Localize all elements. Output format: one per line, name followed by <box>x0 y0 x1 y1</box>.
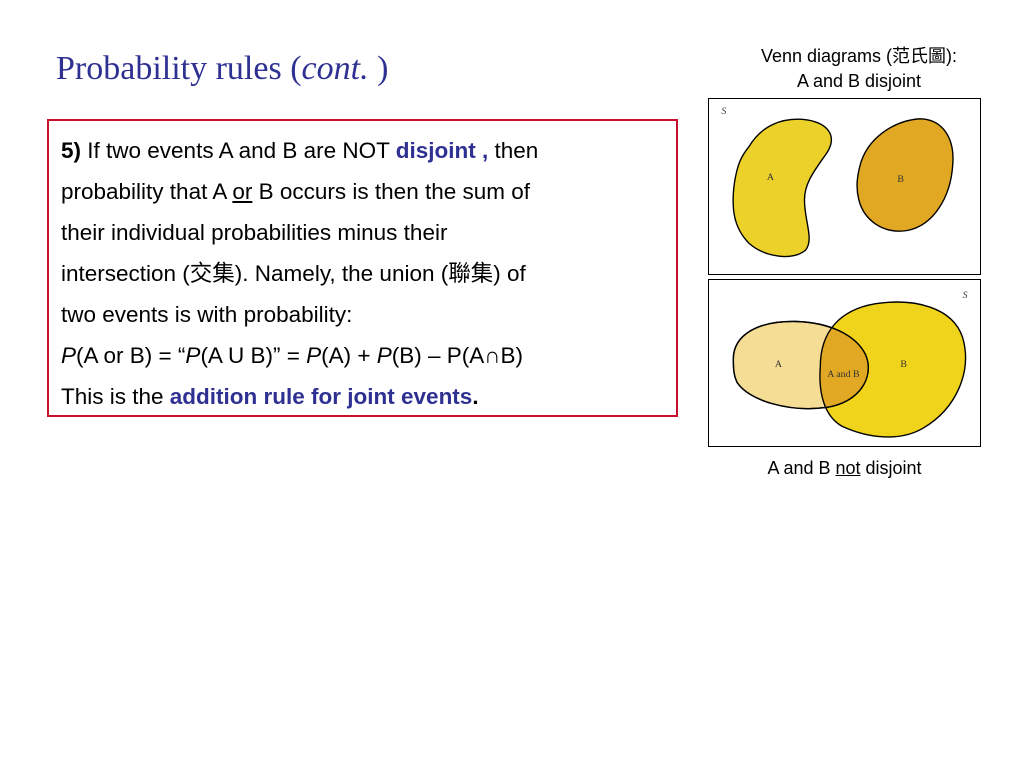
title-italic: cont. <box>301 50 369 87</box>
rule-box: 5) If two events A and B are NOT disjoin… <box>47 119 678 417</box>
formula: P(A or B) = “P(A U B)” = P(A) + P(B) – P… <box>61 335 664 376</box>
formula-p2: P <box>185 343 201 368</box>
rule-line1-pre: If two events A and B are NOT <box>81 138 396 163</box>
venn-caption-line2: A and B disjoint <box>796 71 922 91</box>
sample-space-label-2: S <box>963 290 968 301</box>
caption-bottom-pre: A and B <box>767 458 836 478</box>
rule-line-1: 5) If two events A and B are NOT disjoin… <box>61 130 664 171</box>
rule-line2-post: B occurs is then the sum of <box>252 179 531 204</box>
intersection-outline-a <box>732 320 869 410</box>
rule-line-2: probability that A or B occurs is then t… <box>61 171 664 212</box>
venn-overlap-diagram: S A B A and B <box>732 290 968 438</box>
formula-t4: (B) – P(A∩B) <box>391 343 523 368</box>
rule-line-5: two events is with probability: <box>61 302 353 327</box>
caption-bottom-post: disjoint <box>860 458 922 478</box>
venn-caption-top: Venn diagrams (范氏圖): A and B disjoint <box>708 44 1010 94</box>
title-main: Probability rules ( <box>56 50 302 87</box>
rule-line1-post: then <box>488 138 539 163</box>
term-addition-rule: addition rule for joint events <box>169 384 473 409</box>
venn-overlap-panel: S A B A and B <box>708 279 981 447</box>
formula-t1: (A or B) = “ <box>76 343 186 368</box>
circle-a-disjoint <box>732 118 833 258</box>
rule-line-4: intersection (交集). Namely, the union (聯集… <box>61 261 526 286</box>
rule-line7-pre: This is the <box>61 384 170 409</box>
formula-p4: P <box>376 343 392 368</box>
venn-disjoint-diagram: S A B <box>721 106 954 258</box>
title-close: ) <box>368 50 389 87</box>
label-a-1: A <box>767 172 775 183</box>
label-b-2: B <box>900 359 907 370</box>
formula-t2: (A U B)” = <box>200 343 307 368</box>
circle-b-overlap <box>819 301 967 438</box>
word-not: not <box>835 458 861 478</box>
rule-line-3: their individual probabilities minus the… <box>61 220 448 245</box>
term-disjoint: disjoint , <box>395 138 489 163</box>
venn-caption-line1: Venn diagrams (范氏圖): <box>760 46 958 66</box>
formula-p1: P <box>61 343 77 368</box>
rule-line2-pre: probability that A <box>61 179 233 204</box>
venn-caption-bottom: A and B not disjoint <box>708 456 981 480</box>
rule-line7-post: . <box>472 384 479 409</box>
venn-disjoint-panel: S A B <box>708 98 981 275</box>
circle-b-disjoint <box>856 118 954 232</box>
formula-t3: (A) + <box>321 343 377 368</box>
label-a-2: A <box>775 359 783 370</box>
formula-p3: P <box>306 343 322 368</box>
rule-number: 5) <box>61 138 82 163</box>
label-b-1: B <box>897 174 904 185</box>
sample-space-label-1: S <box>721 106 726 117</box>
slide-title: Probability rules (cont. ) <box>56 50 388 88</box>
label-a-and-b: A and B <box>827 369 860 380</box>
word-or: or <box>232 179 253 204</box>
rule-line-7: This is the addition rule for joint even… <box>61 376 664 417</box>
